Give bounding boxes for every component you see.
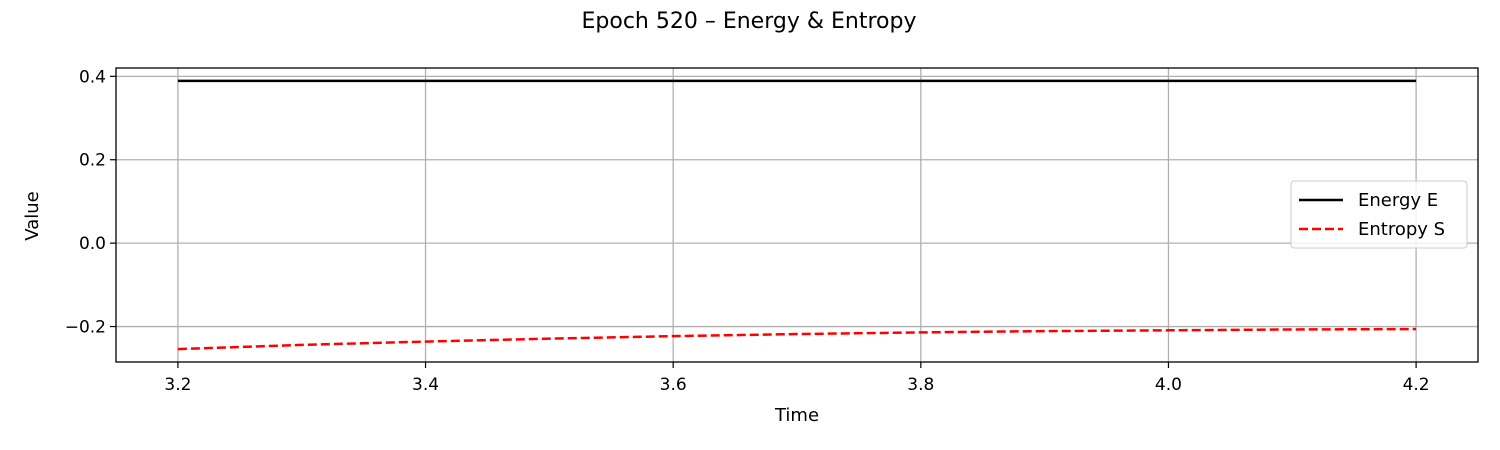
axis-ticks: 3.2 3.4 3.6 3.8 4.0 4.2 −0.2 0.0 0.2 0.4	[65, 67, 1430, 395]
x-tick-label: 3.8	[907, 375, 934, 395]
y-tick-label: 0.0	[79, 234, 106, 254]
x-tick-label: 3.4	[412, 375, 439, 395]
legend-box	[1290, 180, 1468, 249]
x-tick-label: 3.6	[660, 375, 687, 395]
chart-title: Epoch 520 – Energy & Entropy	[582, 9, 917, 34]
legend-label-entropy: Entropy S	[1358, 219, 1445, 240]
series-line-entropy-s	[177, 327, 1417, 351]
y-axis-label: Value	[22, 191, 43, 240]
grid	[116, 68, 1478, 362]
x-tick-label: 3.2	[164, 375, 191, 395]
y-tick-label: 0.2	[79, 151, 106, 171]
y-tick-label: −0.2	[65, 318, 106, 338]
y-tick-label: 0.4	[79, 67, 106, 87]
legend: Energy E Entropy S	[1290, 180, 1468, 249]
x-axis-label: Time	[774, 405, 819, 426]
x-tick-label: 4.0	[1155, 375, 1182, 395]
x-tick-label: 4.2	[1403, 375, 1430, 395]
plot-series	[177, 79, 1417, 351]
legend-label-energy: Energy E	[1358, 190, 1438, 211]
plot-frame	[115, 67, 1479, 363]
